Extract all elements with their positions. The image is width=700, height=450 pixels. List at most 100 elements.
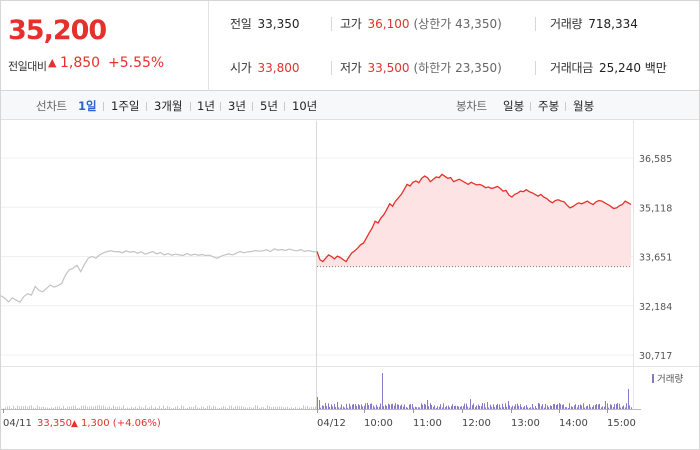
volume-bar bbox=[350, 406, 351, 409]
volume-bar bbox=[404, 404, 405, 409]
volume-bar bbox=[584, 407, 585, 409]
tab-3-years[interactable]: 3년 bbox=[228, 99, 246, 113]
tab-10-years[interactable]: 10년 bbox=[292, 99, 318, 113]
volume-bar bbox=[472, 405, 473, 409]
volume-bar bbox=[7, 406, 8, 409]
volume-bar bbox=[416, 407, 417, 409]
volume-bar bbox=[271, 407, 272, 409]
volume-bar bbox=[179, 408, 180, 409]
volume-bar bbox=[135, 406, 136, 409]
volume-bar bbox=[427, 400, 428, 409]
volume-bar bbox=[592, 406, 593, 409]
volume-bar bbox=[460, 406, 461, 409]
volume-bar bbox=[325, 403, 326, 409]
volume-bar bbox=[61, 407, 62, 409]
intraday-price-chart: 36,585 35,118 33,651 32,184 30,717 거래량 04/11 04… bbox=[1, 121, 699, 429]
volume-bar bbox=[191, 407, 192, 409]
volume-bar bbox=[267, 405, 268, 409]
volume-bar bbox=[553, 404, 554, 409]
volume-bar bbox=[478, 404, 479, 409]
volume-bar bbox=[341, 404, 342, 409]
volume-bar bbox=[233, 407, 234, 409]
volume-bar bbox=[91, 405, 92, 409]
tab-5-years[interactable]: 5년 bbox=[260, 99, 278, 113]
volume-bar bbox=[129, 408, 130, 409]
y-tick-label: 30,717 bbox=[639, 351, 672, 362]
volume-bar bbox=[452, 404, 453, 409]
volume-bar bbox=[35, 407, 36, 409]
tab-divider bbox=[565, 102, 566, 111]
volume-bar bbox=[247, 407, 248, 409]
volume-bar bbox=[141, 406, 142, 409]
volume-bar bbox=[261, 407, 262, 409]
volume-bar bbox=[337, 402, 338, 409]
up-arrow-icon: ▲ bbox=[71, 419, 78, 429]
volume-bar bbox=[464, 403, 465, 409]
volume-bar bbox=[557, 404, 558, 409]
volume-bar bbox=[616, 404, 617, 409]
volume-bar bbox=[328, 403, 329, 409]
volume-bar bbox=[436, 407, 437, 409]
tab-daily-candle[interactable]: 일봉 bbox=[503, 99, 525, 113]
volume-bar bbox=[599, 403, 600, 409]
volume-bar bbox=[428, 406, 429, 409]
volume-bar bbox=[219, 407, 220, 409]
volume-bar bbox=[305, 406, 306, 409]
stat-label: 전일 bbox=[230, 17, 252, 31]
x-tick-label: 12:00 bbox=[462, 418, 491, 429]
volume-bar bbox=[449, 407, 450, 409]
volume-bar bbox=[539, 403, 540, 409]
volume-bar bbox=[299, 407, 300, 409]
volume-bar bbox=[568, 407, 569, 409]
volume-bar bbox=[589, 404, 590, 409]
volume-bar bbox=[105, 406, 106, 409]
volume-bar bbox=[406, 407, 407, 409]
volume-bar bbox=[383, 406, 384, 409]
volume-bar bbox=[439, 406, 440, 409]
volume-bar bbox=[521, 407, 522, 409]
volume-bar bbox=[434, 405, 435, 409]
volume-bar bbox=[3, 408, 4, 409]
volume-bar bbox=[551, 405, 552, 409]
tab-monthly-candle[interactable]: 월봉 bbox=[573, 99, 595, 113]
volume-bar bbox=[499, 404, 500, 409]
volume-bar bbox=[189, 406, 190, 409]
volume-bar bbox=[17, 405, 18, 409]
volume-bar bbox=[440, 404, 441, 409]
change-rate: +5.55% bbox=[108, 55, 165, 71]
volume-bar bbox=[151, 405, 152, 409]
tab-1-week[interactable]: 1주일 bbox=[111, 99, 140, 113]
stat-open: 시가 33,800 bbox=[230, 60, 299, 76]
volume-bar bbox=[392, 403, 393, 409]
volume-bar bbox=[389, 404, 390, 409]
volume-bar bbox=[145, 405, 146, 409]
volume-bar bbox=[103, 405, 104, 409]
volume-bar bbox=[512, 405, 513, 409]
volume-bar bbox=[149, 407, 150, 409]
volume-bar bbox=[533, 407, 534, 409]
tab-3-months[interactable]: 3개월 bbox=[154, 99, 183, 113]
volume-bar bbox=[596, 404, 597, 409]
volume-bar bbox=[25, 405, 26, 409]
volume-bar bbox=[361, 404, 362, 409]
volume-bar bbox=[391, 404, 392, 409]
volume-bar bbox=[259, 407, 260, 409]
volume-bar bbox=[364, 405, 365, 409]
tab-weekly-candle[interactable]: 주봉 bbox=[538, 99, 560, 113]
volume-bar bbox=[575, 404, 576, 409]
volume-bar bbox=[93, 406, 94, 409]
volume-bar bbox=[43, 406, 44, 409]
tab-1-year[interactable]: 1년 bbox=[197, 99, 215, 113]
volume-bar bbox=[619, 403, 620, 409]
volume-bar bbox=[203, 406, 204, 409]
volume-bar bbox=[581, 405, 582, 409]
volume-bar bbox=[13, 405, 14, 409]
volume-bar bbox=[245, 407, 246, 409]
volume-bar bbox=[485, 407, 486, 409]
stat-sub: (상한가 43,350) bbox=[413, 17, 502, 31]
volume-bar bbox=[249, 406, 250, 409]
volume-bar bbox=[595, 404, 596, 409]
volume-bar bbox=[421, 403, 422, 409]
tab-divider bbox=[284, 102, 285, 111]
tab-1-day[interactable]: 1일 bbox=[78, 99, 97, 113]
